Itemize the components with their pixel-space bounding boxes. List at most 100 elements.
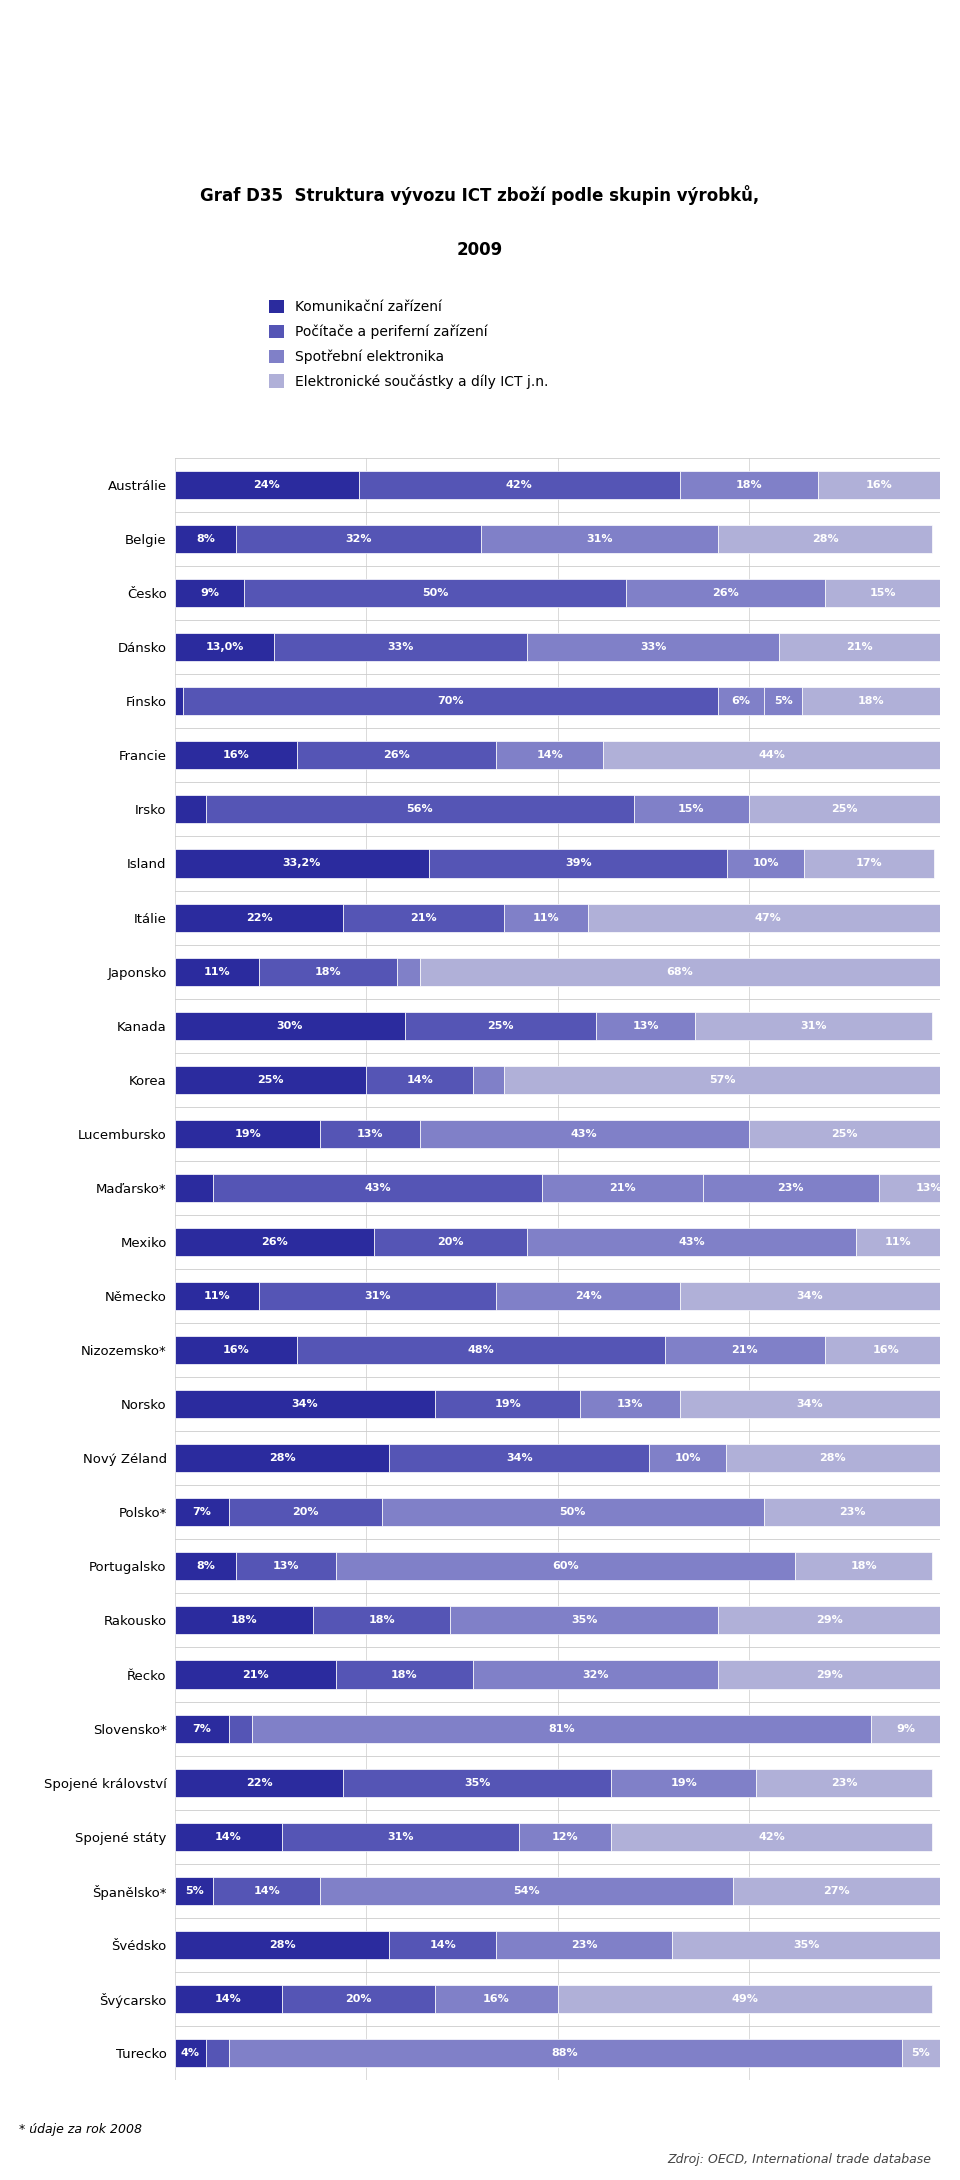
Text: 14%: 14%	[215, 1995, 242, 2003]
Bar	[504, 903, 588, 931]
Bar	[182, 687, 718, 715]
Text: 42%: 42%	[758, 1831, 785, 1842]
Bar	[175, 1173, 213, 1201]
Bar	[381, 1498, 764, 1526]
Bar	[420, 957, 940, 985]
Bar	[396, 957, 420, 985]
Text: 33%: 33%	[640, 643, 666, 652]
Text: 21%: 21%	[732, 1345, 758, 1356]
Text: 11%: 11%	[204, 1291, 230, 1301]
Bar	[680, 1391, 940, 1419]
Bar	[175, 1443, 389, 1472]
Bar	[703, 1173, 878, 1201]
Bar	[473, 1661, 718, 1690]
Bar	[826, 1336, 948, 1365]
Bar	[542, 1173, 703, 1201]
Bar	[435, 1391, 581, 1419]
Bar	[321, 1877, 733, 1905]
Text: 8%: 8%	[196, 1561, 215, 1572]
Text: * údaje za rok 2008: * údaje za rok 2008	[19, 2123, 142, 2136]
Text: 13%: 13%	[273, 1561, 300, 1572]
Text: 68%: 68%	[666, 966, 693, 977]
Text: 81%: 81%	[548, 1724, 575, 1733]
Bar	[175, 850, 429, 879]
Bar	[175, 687, 182, 715]
Bar	[252, 1713, 871, 1742]
Bar	[733, 1877, 940, 1905]
Bar	[496, 1282, 680, 1310]
Bar	[856, 1227, 940, 1256]
Bar	[764, 687, 803, 715]
Bar	[764, 1498, 940, 1526]
Text: 13,0%: 13,0%	[205, 643, 244, 652]
Bar	[680, 1282, 940, 1310]
Bar	[236, 525, 481, 554]
Text: 5%: 5%	[911, 2047, 930, 2058]
Text: 14%: 14%	[429, 1940, 456, 1949]
Text: 49%: 49%	[732, 1995, 758, 2003]
Text: 26%: 26%	[712, 589, 739, 597]
Bar	[175, 1336, 298, 1365]
Bar	[473, 1066, 504, 1094]
Bar	[344, 1768, 612, 1796]
Bar	[496, 1931, 672, 1960]
Text: 33,2%: 33,2%	[283, 859, 322, 868]
Bar	[175, 2038, 205, 2067]
Bar	[175, 632, 275, 661]
Text: 20%: 20%	[437, 1236, 464, 1247]
Text: 34%: 34%	[797, 1400, 824, 1408]
Bar	[718, 687, 764, 715]
Text: 50%: 50%	[560, 1506, 586, 1517]
Text: 34%: 34%	[292, 1400, 319, 1408]
Bar	[175, 1227, 373, 1256]
Bar	[749, 796, 940, 824]
Text: 57%: 57%	[708, 1075, 735, 1086]
Bar	[175, 1661, 336, 1690]
Bar	[878, 1173, 960, 1201]
Text: 23%: 23%	[839, 1506, 865, 1517]
Text: 70%: 70%	[437, 695, 464, 706]
Text: 7%: 7%	[192, 1506, 211, 1517]
Text: 43%: 43%	[571, 1129, 597, 1138]
Text: 88%: 88%	[552, 2047, 579, 2058]
Text: 26%: 26%	[261, 1236, 288, 1247]
Bar	[871, 1713, 940, 1742]
Bar	[298, 1336, 664, 1365]
Text: 28%: 28%	[820, 1454, 846, 1463]
Bar	[175, 1066, 367, 1094]
Text: 43%: 43%	[678, 1236, 705, 1247]
Text: 24%: 24%	[575, 1291, 602, 1301]
Text: D  Zahraniční obchod s ICT: D Zahraniční obchod s ICT	[17, 46, 373, 70]
Bar	[634, 796, 749, 824]
Bar	[435, 1984, 558, 2012]
Text: 30%: 30%	[276, 1020, 303, 1031]
Text: 20%: 20%	[292, 1506, 319, 1517]
Text: 15%: 15%	[678, 804, 705, 815]
Text: 21%: 21%	[410, 913, 437, 922]
Text: 50%: 50%	[421, 589, 448, 597]
Text: 21%: 21%	[610, 1184, 636, 1192]
Bar	[749, 1121, 940, 1149]
Bar	[205, 796, 634, 824]
Text: 13%: 13%	[633, 1020, 659, 1031]
Text: 29%: 29%	[816, 1670, 843, 1679]
Bar	[429, 850, 728, 879]
Bar	[175, 525, 236, 554]
Bar	[527, 632, 780, 661]
Text: 16%: 16%	[873, 1345, 900, 1356]
Bar	[389, 1443, 649, 1472]
Text: 18%: 18%	[391, 1670, 418, 1679]
Text: 25%: 25%	[257, 1075, 284, 1086]
Bar	[359, 471, 680, 499]
Text: 35%: 35%	[793, 1940, 819, 1949]
Text: 10%: 10%	[753, 859, 779, 868]
Bar	[175, 903, 344, 931]
Text: 26%: 26%	[383, 750, 410, 761]
Bar	[259, 957, 396, 985]
Bar	[826, 580, 940, 608]
Text: 31%: 31%	[801, 1020, 827, 1031]
Text: 18%: 18%	[369, 1615, 395, 1626]
Text: 31%: 31%	[388, 1831, 414, 1842]
Text: 39%: 39%	[564, 859, 591, 868]
Text: 43%: 43%	[365, 1184, 391, 1192]
